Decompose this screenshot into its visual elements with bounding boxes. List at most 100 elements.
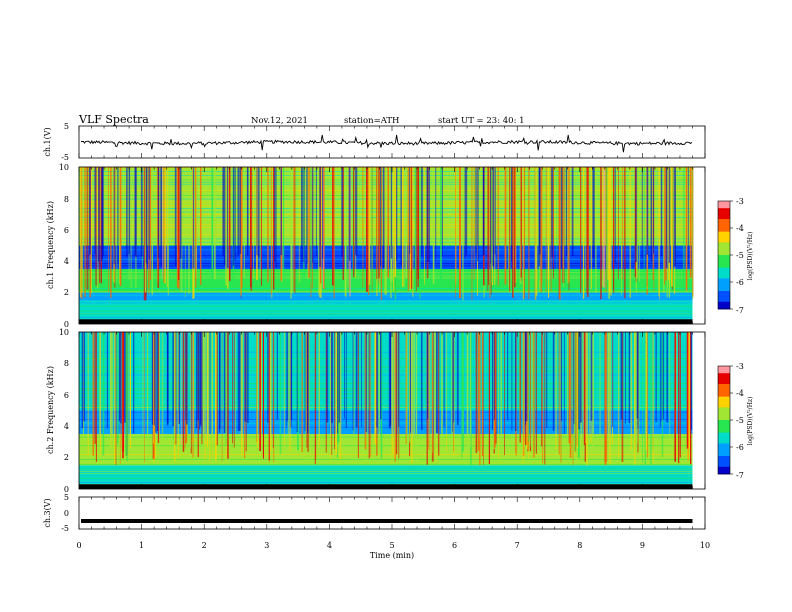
- ch1-spec-streak: [553, 167, 554, 279]
- ch2-spec-streak: [429, 332, 431, 463]
- ch1-spec-streak: [322, 167, 324, 289]
- ch2-spec-dark-streak: [410, 332, 411, 433]
- ch2-spec-dark-streak: [456, 332, 459, 426]
- ch2-spec-hline: [79, 468, 693, 470]
- ch1-spec-streak: [91, 167, 92, 294]
- ch1-spec-streak: [259, 167, 261, 278]
- cb1-cell: [718, 294, 730, 297]
- ch2-spec-dark-streak: [83, 332, 86, 422]
- cb2-cell: [718, 434, 730, 437]
- ch1-spec-dark-streak: [560, 167, 563, 269]
- ch1-spec-streak: [608, 167, 611, 292]
- ch2-spec-streak: [412, 332, 414, 465]
- ch2-spec-dark-streak: [199, 332, 201, 425]
- ch1-spec-dark-streak: [157, 167, 160, 259]
- ch1-spec-streak: [563, 167, 565, 288]
- ch1-spec-dark-streak: [635, 167, 637, 263]
- cb1-cell: [718, 224, 730, 227]
- ch2-spec-streak: [95, 332, 97, 462]
- ch2-spec-streak: [481, 332, 483, 457]
- ch1-spec-dark-streak: [538, 167, 541, 255]
- ch1-spec-streak: [535, 167, 538, 296]
- ch3-ylabel: ch.3(V): [43, 498, 52, 527]
- header-start-time: start UT = 23: 40: 1: [438, 116, 525, 126]
- cb2-cell: [718, 376, 730, 379]
- ch2-spec-dark-streak: [355, 332, 358, 428]
- ch1-spec-streak: [384, 167, 386, 295]
- ch2-spec-dark-streak: [81, 332, 84, 429]
- ch2-spec-dark-streak: [344, 332, 345, 419]
- ch2-spec-streak: [380, 332, 383, 459]
- ch2-spec-streak: [477, 332, 480, 451]
- ch1-spec-streak: [195, 167, 197, 288]
- ch2-spec-streak: [568, 332, 571, 444]
- ch2-spec-dark-streak: [573, 332, 575, 425]
- ch2-spec-dark-streak: [666, 332, 669, 423]
- ch1-waveform-panel: 5 -5 ch.1(V): [43, 122, 706, 162]
- ch2-spec-streak: [495, 332, 497, 444]
- ch1-ytick-5: 5: [64, 122, 69, 131]
- cb1-cell: [718, 285, 730, 288]
- cb2-cell: [718, 445, 730, 448]
- ch1-spec-streak: [308, 167, 310, 278]
- cb1-cell: [718, 303, 730, 306]
- ch2-spec-streak: [173, 332, 176, 461]
- cb2-cell: [718, 405, 730, 408]
- cb2-cell: [718, 394, 730, 397]
- ch2-spec-dark-streak: [200, 332, 202, 427]
- cb2-tick-neg6: -6: [736, 443, 744, 452]
- ch2-spec-streak: [273, 332, 275, 463]
- cb2-cell: [718, 385, 730, 388]
- ch1-spec-dark-streak: [145, 167, 148, 264]
- cb1-cell: [718, 305, 730, 308]
- ch1-spec-streak: [580, 167, 582, 293]
- time-tick-label-4: 4: [327, 541, 332, 550]
- ch1-spec-dark-streak: [174, 167, 177, 267]
- ch2-spec-streak: [535, 332, 537, 454]
- ch2-spec-streak: [451, 332, 453, 454]
- ch2-spec-dark-streak: [620, 332, 623, 420]
- ch1-spec-streak: [618, 167, 619, 279]
- ch2-spec-streak: [121, 332, 123, 449]
- ch2-spec-hline: [79, 422, 693, 424]
- ch2-spec-streak: [690, 332, 692, 465]
- ch1-spec-dark-streak: [94, 167, 96, 254]
- ch1-spec-dark-streak: [426, 167, 428, 263]
- ch2-spec-streak: [438, 332, 440, 456]
- ch1-spec-dark-streak: [306, 167, 308, 264]
- cb2-cell: [718, 378, 730, 381]
- ch2-spec-streak: [177, 332, 179, 459]
- ch2-spec-streak: [206, 332, 209, 447]
- cb2-cell: [718, 414, 730, 417]
- cb1-cell: [718, 204, 730, 207]
- ch1-spec-streak: [162, 167, 163, 278]
- ch2-spec-hline: [79, 342, 693, 344]
- ch2-spec-dark-streak: [578, 332, 580, 430]
- ch1-spectrogram-image: [79, 167, 694, 324]
- ch1-spec-dark-streak: [222, 167, 224, 256]
- ch1-spec-streak: [407, 167, 409, 291]
- ch2-spec-dark-streak: [659, 332, 661, 427]
- ch1-spec-dark-streak: [315, 167, 317, 257]
- ch2-spec-dark-streak: [296, 332, 298, 433]
- cb1-tick-neg5: -5: [736, 251, 744, 260]
- ch2-spec-dark-streak: [376, 332, 378, 428]
- ch1-spec-streak: [163, 167, 165, 283]
- cb1-cell: [718, 244, 730, 247]
- ch1-spec-hline: [79, 302, 693, 304]
- ch1-spec-streak: [164, 167, 166, 284]
- ch2-spec-hline: [79, 400, 693, 402]
- cb2-cell: [718, 367, 730, 370]
- cb1-tick-neg7: -7: [736, 306, 744, 315]
- ch2-spec-hline: [79, 361, 693, 363]
- ch2-spec-dark-streak: [209, 332, 211, 434]
- ch2-spec-streak: [364, 332, 367, 450]
- ch2-freq-ylabel: ch.2 Frequency (kHz): [46, 366, 55, 454]
- ch1-spec-dark-streak: [435, 167, 437, 262]
- ch2-spec-hline: [79, 473, 693, 475]
- ch2-spec-streak: [256, 332, 258, 443]
- ch1-spec-streak: [508, 167, 510, 288]
- ch2-spec-streak: [391, 332, 394, 453]
- cb2-cell: [718, 459, 730, 462]
- ch1-spec-streak: [672, 167, 674, 285]
